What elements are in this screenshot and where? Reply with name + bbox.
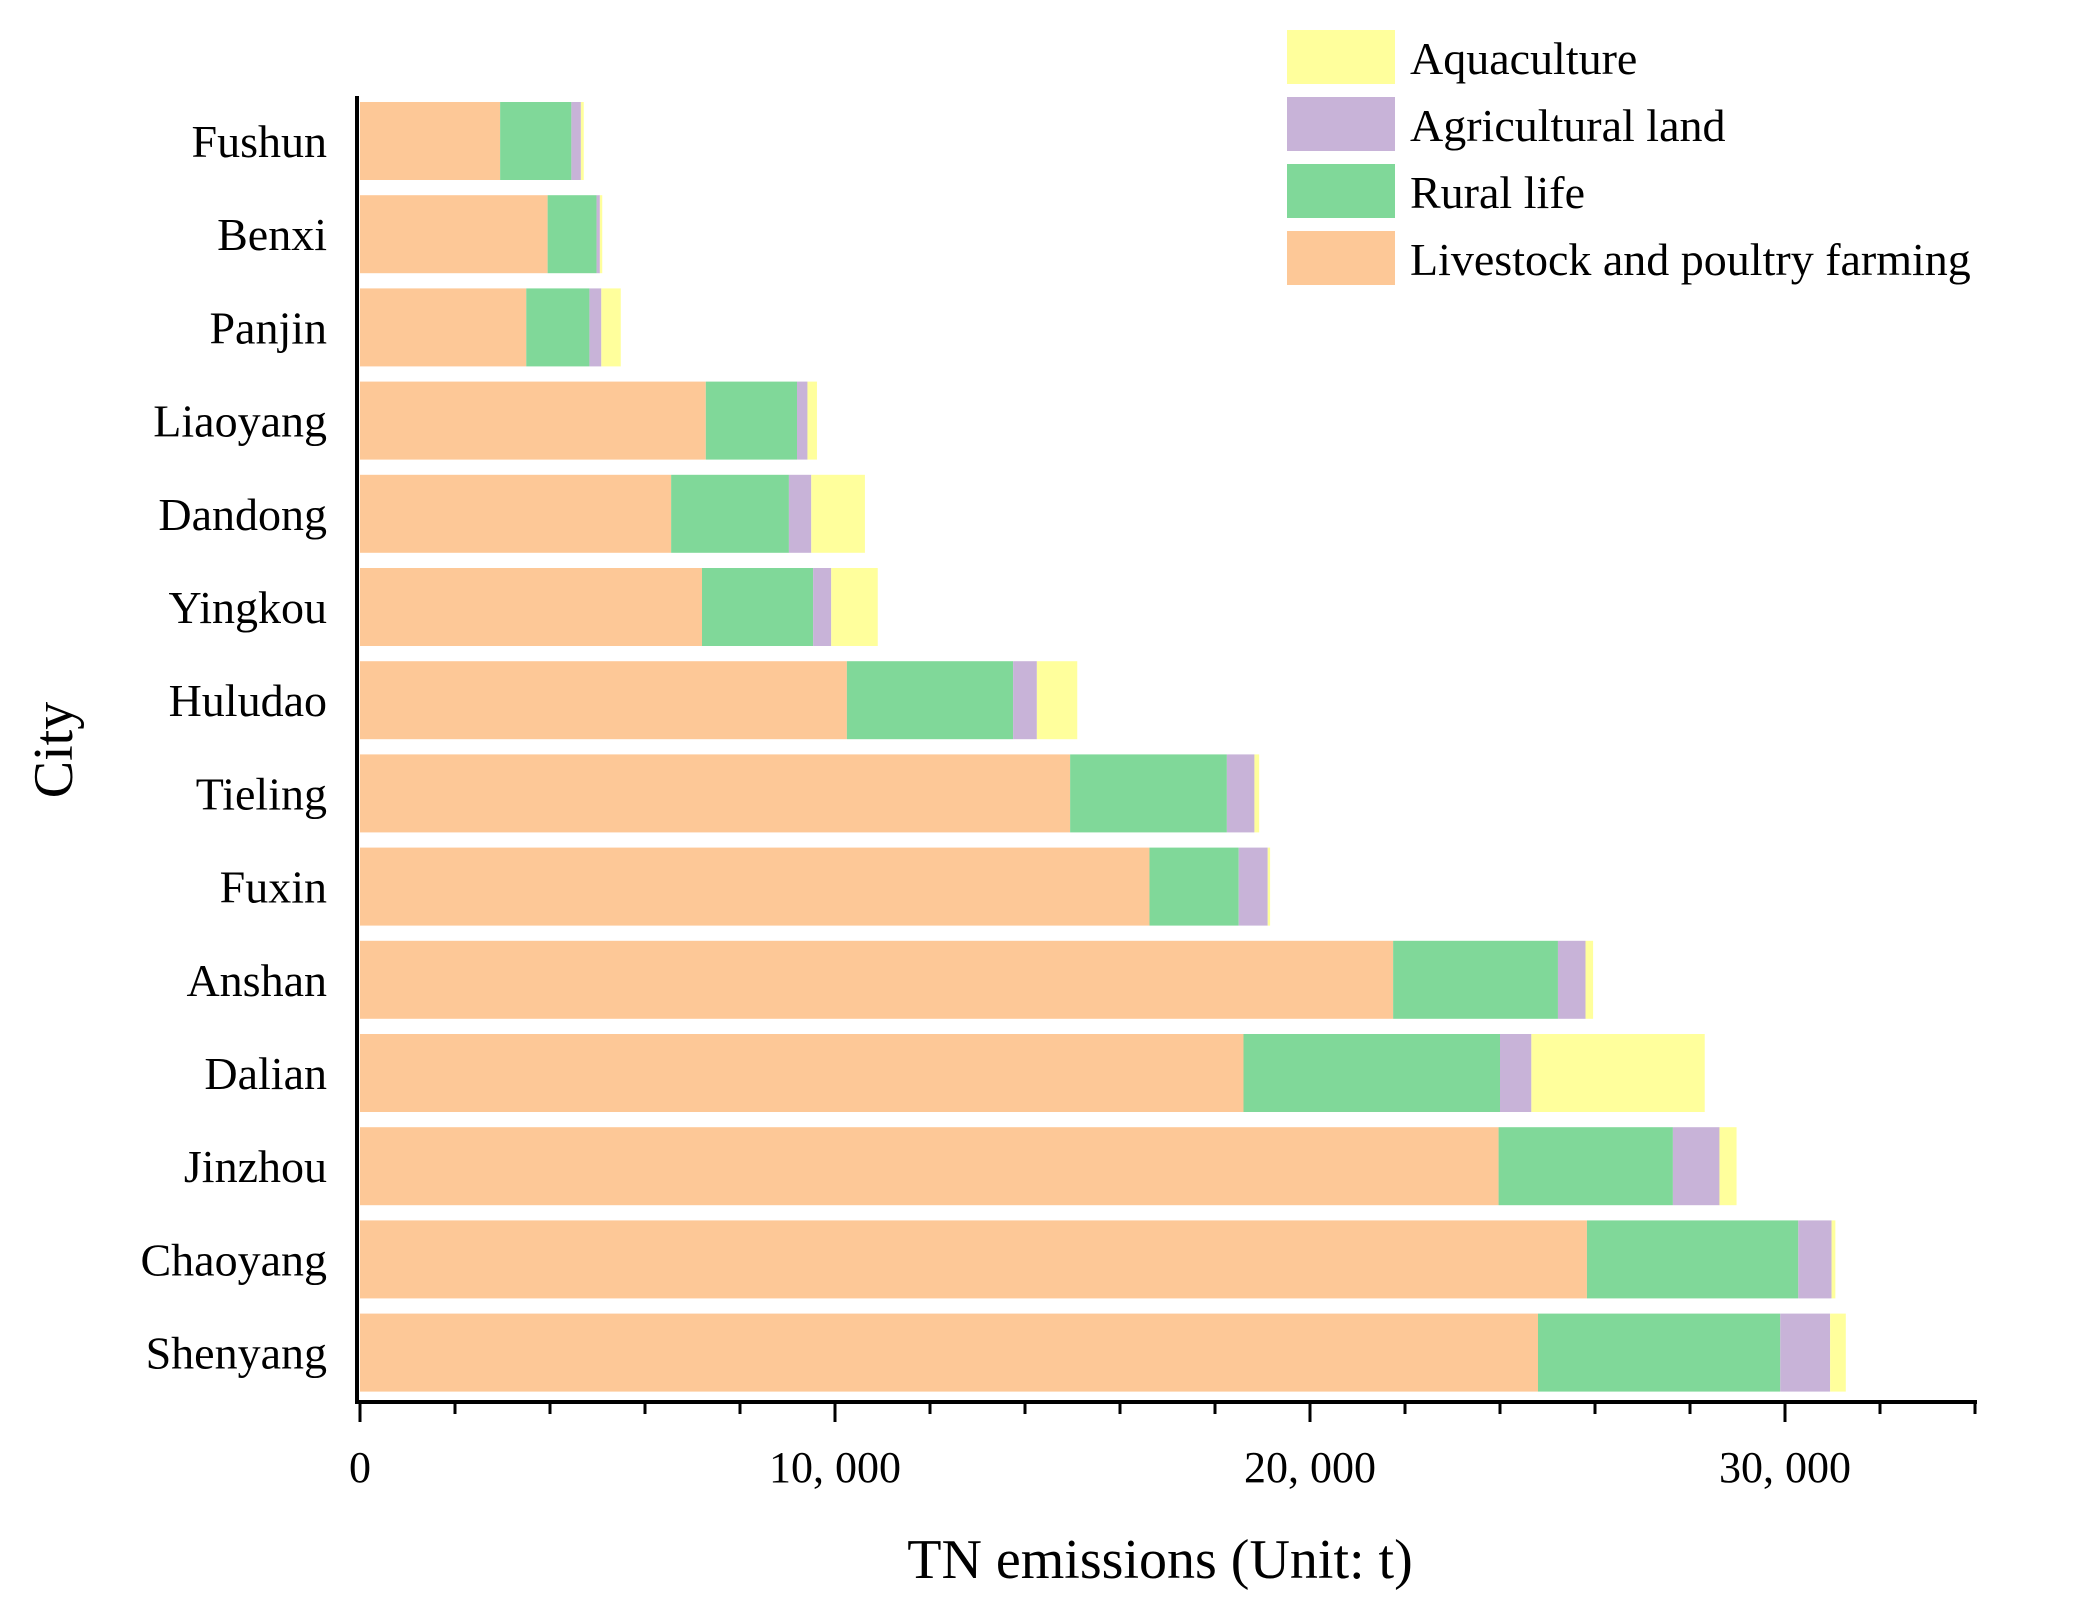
legend-label-rural-life: Rural life bbox=[1410, 167, 1585, 218]
bar-dalian-aquaculture bbox=[1531, 1034, 1705, 1112]
bar-tieling-agricultural-land bbox=[1226, 754, 1255, 833]
bar-benxi-rural-life bbox=[547, 195, 597, 274]
bar-fuxin-rural-life bbox=[1149, 847, 1239, 926]
bar-liaoyang-rural-life bbox=[705, 381, 797, 460]
bar-jinzhou-agricultural-land bbox=[1672, 1127, 1720, 1206]
bar-tieling-rural-life bbox=[1070, 754, 1227, 833]
bar-dalian-agricultural-land bbox=[1500, 1034, 1532, 1112]
bar-liaoyang-aquaculture bbox=[807, 381, 817, 460]
bar-benxi-aquaculture bbox=[599, 195, 603, 274]
y-axis-title: City bbox=[23, 702, 85, 798]
bar-chaoyang-aquaculture bbox=[1831, 1220, 1836, 1299]
x-axis-title: TN emissions (Unit: t) bbox=[907, 1529, 1413, 1591]
bar-fuxin-livestock-and-poultry-farming bbox=[360, 847, 1150, 926]
bars-group bbox=[360, 102, 1846, 1392]
legend-swatch-aquaculture bbox=[1287, 30, 1395, 84]
legend-swatch-livestock-and-poultry-farming bbox=[1287, 231, 1395, 285]
bar-huludao-aquaculture bbox=[1036, 661, 1078, 740]
x-ticks: 0 10, 000 20, 000 30, 000 bbox=[349, 1402, 1977, 1492]
bar-panjin-aquaculture bbox=[601, 288, 621, 367]
bar-dandong-rural-life bbox=[671, 474, 789, 553]
legend: Aquaculture Agricultural land Rural life Li… bbox=[1287, 30, 1971, 285]
category-label-huludao: Huludao bbox=[169, 675, 327, 726]
bar-dandong-agricultural-land bbox=[788, 474, 812, 553]
bar-tieling-livestock-and-poultry-farming bbox=[360, 754, 1071, 833]
bar-fuxin-aquaculture bbox=[1267, 847, 1271, 926]
bar-huludao-livestock-and-poultry-farming bbox=[360, 661, 847, 740]
bar-yingkou-agricultural-land bbox=[813, 568, 832, 646]
bar-anshan-agricultural-land bbox=[1557, 940, 1586, 1019]
legend-label-livestock-and-poultry-farming: Livestock and poultry farming bbox=[1410, 234, 1971, 285]
bar-anshan-rural-life bbox=[1393, 940, 1558, 1019]
bar-benxi-livestock-and-poultry-farming bbox=[360, 195, 548, 274]
bar-shenyang-livestock-and-poultry-farming bbox=[360, 1313, 1538, 1392]
category-label-tieling: Tieling bbox=[196, 768, 327, 819]
bar-liaoyang-agricultural-land bbox=[797, 381, 808, 460]
bar-yingkou-aquaculture bbox=[831, 568, 878, 646]
category-label-anshan: Anshan bbox=[186, 955, 327, 1006]
bar-panjin-rural-life bbox=[526, 288, 590, 367]
category-label-chaoyang: Chaoyang bbox=[140, 1234, 327, 1285]
bar-jinzhou-rural-life bbox=[1498, 1127, 1673, 1206]
category-label-liaoyang: Liaoyang bbox=[153, 396, 327, 447]
bar-anshan-livestock-and-poultry-farming bbox=[360, 940, 1394, 1019]
bar-dandong-livestock-and-poultry-farming bbox=[360, 474, 672, 553]
bar-liaoyang-livestock-and-poultry-farming bbox=[360, 381, 706, 460]
category-label-dalian: Dalian bbox=[204, 1048, 327, 1099]
category-label-fushun: Fushun bbox=[192, 116, 327, 167]
bar-dalian-rural-life bbox=[1243, 1034, 1500, 1112]
category-label-yingkou: Yingkou bbox=[169, 582, 327, 633]
bar-panjin-agricultural-land bbox=[589, 288, 602, 367]
axes bbox=[355, 96, 1977, 1404]
x-tick-label: 0 bbox=[349, 1443, 371, 1492]
legend-label-agricultural-land: Agricultural land bbox=[1410, 100, 1726, 151]
bar-jinzhou-livestock-and-poultry-farming bbox=[360, 1127, 1499, 1206]
bar-shenyang-agricultural-land bbox=[1780, 1313, 1831, 1392]
bar-panjin-livestock-and-poultry-farming bbox=[360, 288, 527, 367]
bar-tieling-aquaculture bbox=[1254, 754, 1260, 833]
bar-anshan-aquaculture bbox=[1585, 940, 1594, 1019]
category-label-jinzhou: Jinzhou bbox=[184, 1141, 327, 1192]
category-label-shenyang: Shenyang bbox=[146, 1328, 327, 1379]
x-tick-label: 20, 000 bbox=[1244, 1443, 1376, 1492]
legend-label-aquaculture: Aquaculture bbox=[1410, 33, 1637, 84]
bar-yingkou-livestock-and-poultry-farming bbox=[360, 568, 702, 646]
bar-yingkou-rural-life bbox=[702, 568, 814, 646]
category-label-fuxin: Fuxin bbox=[220, 862, 327, 913]
bar-huludao-rural-life bbox=[846, 661, 1014, 740]
bar-shenyang-rural-life bbox=[1538, 1313, 1781, 1392]
bar-fushun-livestock-and-poultry-farming bbox=[360, 102, 501, 180]
x-tick-label: 30, 000 bbox=[1719, 1443, 1851, 1492]
x-tick-label: 10, 000 bbox=[769, 1443, 901, 1492]
bar-fushun-rural-life bbox=[500, 102, 572, 180]
category-label-panjin: Panjin bbox=[209, 302, 327, 353]
category-label-dandong: Dandong bbox=[158, 489, 327, 540]
legend-swatch-rural-life bbox=[1287, 164, 1395, 218]
bar-dandong-aquaculture bbox=[811, 474, 865, 553]
legend-swatch-agricultural-land bbox=[1287, 97, 1395, 151]
bar-shenyang-aquaculture bbox=[1830, 1313, 1846, 1392]
bar-fushun-aquaculture bbox=[580, 102, 584, 180]
bar-chaoyang-livestock-and-poultry-farming bbox=[360, 1220, 1587, 1299]
bar-fushun-agricultural-land bbox=[571, 102, 581, 180]
bar-benxi-agricultural-land bbox=[596, 195, 600, 274]
category-label-benxi: Benxi bbox=[217, 209, 327, 260]
bar-dalian-livestock-and-poultry-farming bbox=[360, 1034, 1244, 1112]
bar-jinzhou-aquaculture bbox=[1719, 1127, 1737, 1206]
bar-huludao-agricultural-land bbox=[1013, 661, 1037, 740]
bar-fuxin-agricultural-land bbox=[1238, 847, 1268, 926]
category-labels: Fushun Benxi Panjin Liaoyang Dandong Yingkou H… bbox=[140, 116, 327, 1379]
bar-chaoyang-agricultural-land bbox=[1798, 1220, 1832, 1299]
bar-chaoyang-rural-life bbox=[1586, 1220, 1799, 1299]
